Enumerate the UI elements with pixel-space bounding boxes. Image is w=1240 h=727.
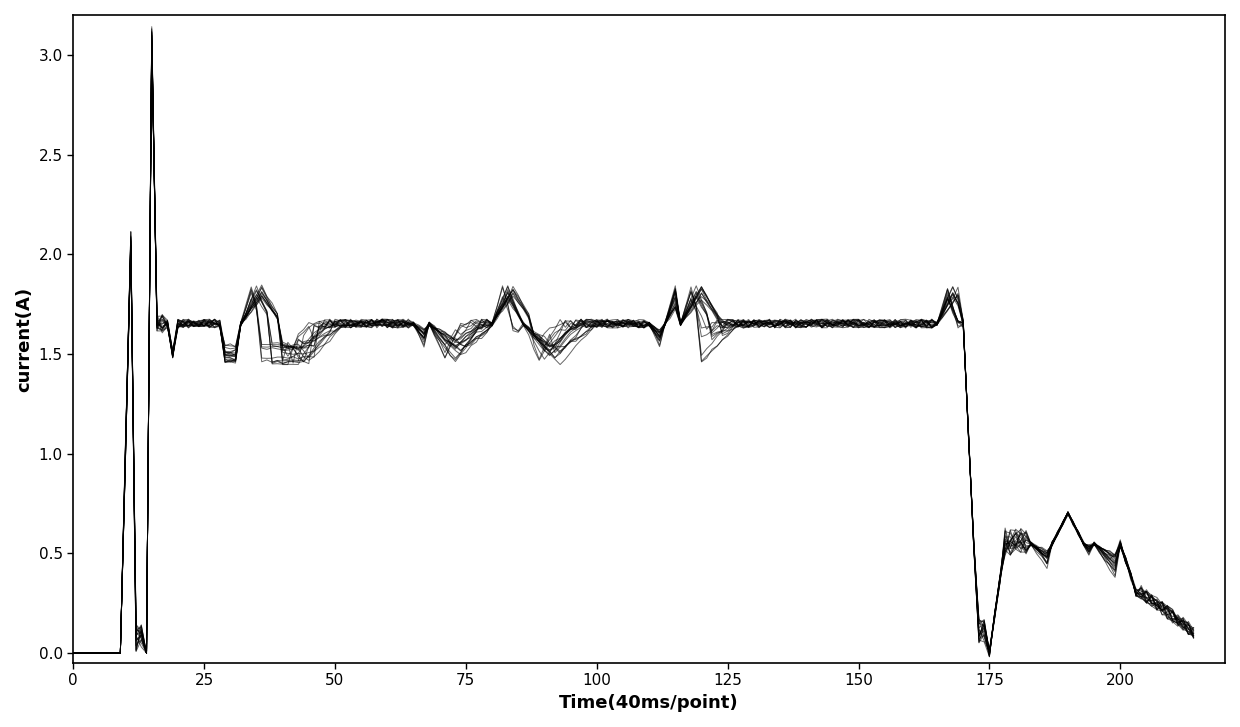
Y-axis label: current(A): current(A) [15,286,33,392]
X-axis label: Time(40ms/point): Time(40ms/point) [559,694,739,712]
